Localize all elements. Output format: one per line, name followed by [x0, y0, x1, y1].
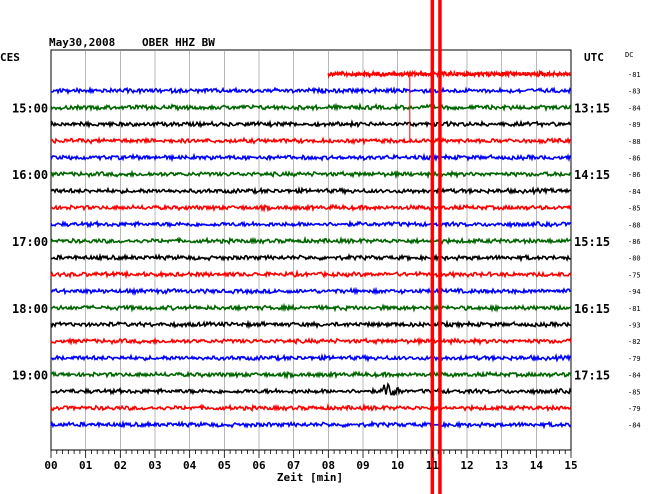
- seismic-trace: [50, 102, 572, 113]
- local-time-label: 17:00: [12, 235, 48, 249]
- dc-offset-label: -85: [628, 205, 641, 213]
- overlay-group: [409, 0, 442, 494]
- dc-offset-label: -88: [628, 138, 641, 146]
- dc-offset-label: -81: [628, 71, 641, 79]
- seismic-trace: [50, 136, 572, 146]
- x-tick-label: 11: [426, 459, 440, 472]
- x-tick-label: 05: [218, 459, 231, 472]
- dc-offset-label: -83: [628, 88, 641, 96]
- trace-group: [50, 69, 572, 430]
- dc-offset-label: -81: [628, 305, 641, 313]
- x-tick-label: 08: [322, 459, 335, 472]
- cest-label: CES: [0, 51, 20, 64]
- x-tick-label: 04: [183, 459, 197, 472]
- date-label: May30,2008: [49, 36, 115, 49]
- dc-offset-label: -84: [628, 372, 641, 380]
- utc-time-label: 15:15: [574, 235, 610, 249]
- seismic-trace: [50, 85, 572, 96]
- seismic-trace: [50, 235, 572, 246]
- local-time-label: 16:00: [12, 168, 48, 182]
- dc-offset-label: -79: [628, 405, 641, 413]
- seismic-trace: [50, 252, 572, 263]
- seismic-trace: [50, 302, 572, 313]
- seismic-trace: [50, 286, 572, 296]
- seismic-trace: [50, 203, 572, 213]
- dc-offset-label: -75: [628, 271, 641, 279]
- x-tick-label: 06: [252, 459, 266, 472]
- seismic-trace: [50, 319, 572, 330]
- x-tick-label: 14: [530, 459, 544, 472]
- seismic-trace: [50, 402, 572, 413]
- dc-offset-label: -89: [628, 121, 641, 129]
- seismic-trace: [327, 69, 572, 79]
- seismic-trace: [50, 169, 572, 180]
- dc-offset-label: -79: [628, 355, 641, 363]
- x-tick-label: 03: [148, 459, 161, 472]
- seismic-trace: [50, 269, 572, 280]
- dc-offset-label: -93: [628, 322, 641, 330]
- seismic-trace: [50, 382, 572, 397]
- x-tick-label: 01: [79, 459, 93, 472]
- dc-offset-label: -84: [628, 188, 641, 196]
- seismic-trace: [50, 419, 572, 430]
- x-tick-label: 12: [460, 459, 473, 472]
- dc-offset-label: -84: [628, 422, 641, 430]
- x-axis-ticks: 00 01 02 03 04 05 06 07 08 09 10 11 12 13 14 15: [44, 450, 578, 472]
- seismic-trace: [50, 152, 572, 163]
- x-axis-label: Zeit [min]: [277, 471, 343, 484]
- local-time-label: 15:00: [12, 101, 48, 115]
- utc-time-label: 16:15: [574, 302, 610, 316]
- x-tick-label: 07: [287, 459, 300, 472]
- utc-time-label: 14:15: [574, 168, 610, 182]
- dc-offset-label: -86: [628, 155, 641, 163]
- local-time-label: 18:00: [12, 302, 48, 316]
- seismic-trace: [50, 352, 572, 363]
- x-tick-label: 00: [44, 459, 57, 472]
- x-tick-label: 15: [564, 459, 577, 472]
- seismic-trace: [50, 336, 572, 347]
- dc-offset-label: -94: [628, 288, 641, 296]
- dc-offset-label: -82: [628, 338, 641, 346]
- x-tick-label: 10: [391, 459, 404, 472]
- local-time-labels: 15:00 16:00 17:00 18:00 19:00: [12, 101, 48, 382]
- dc-offset-label: -88: [628, 221, 641, 229]
- x-tick-label: 09: [356, 459, 369, 472]
- utc-label: UTC: [584, 51, 604, 64]
- utc-time-label: 17:15: [574, 369, 610, 383]
- seismic-trace: [50, 370, 572, 380]
- local-time-label: 19:00: [12, 369, 48, 383]
- dc-offset-label: -84: [628, 104, 641, 112]
- station-label: OBER HHZ BW: [142, 36, 215, 49]
- dc-offset-label: -85: [628, 388, 641, 396]
- dc-header: DC: [625, 51, 633, 59]
- utc-time-label: 13:15: [574, 101, 610, 115]
- dc-offset-label: -86: [628, 171, 641, 179]
- seismic-trace: [50, 119, 572, 129]
- x-tick-label: 13: [495, 459, 508, 472]
- dc-offset-labels: -81 -83 -84 -89 -88 -86 -86 -84 -85 -88 -86 -80 -75 -…: [628, 71, 641, 430]
- dc-offset-label: -80: [628, 255, 641, 263]
- seismic-trace: [50, 185, 572, 196]
- seismic-trace: [50, 219, 572, 229]
- x-tick-label: 02: [114, 459, 127, 472]
- utc-time-labels: 13:15 14:15 15:15 16:15 17:15: [574, 101, 610, 382]
- dc-offset-label: -86: [628, 238, 641, 246]
